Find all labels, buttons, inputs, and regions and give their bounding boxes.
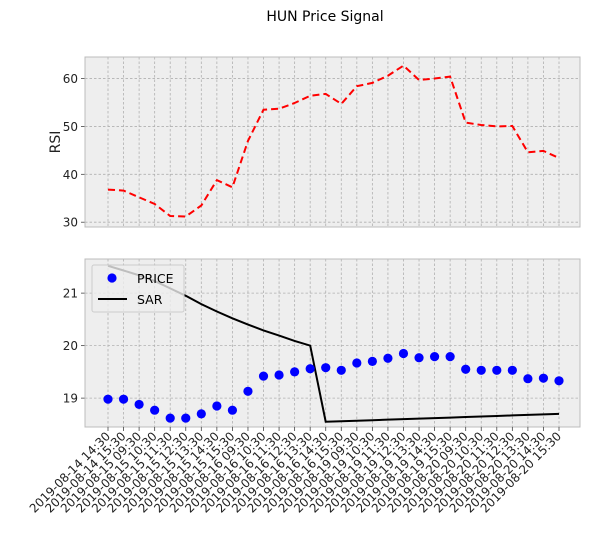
price-point — [352, 358, 362, 368]
rsi-series — [107, 64, 560, 218]
price-point — [336, 365, 346, 375]
price-point — [134, 399, 144, 410]
price-point — [492, 365, 502, 375]
price-point — [243, 386, 253, 396]
price-point — [507, 365, 517, 375]
price-point — [118, 394, 129, 404]
price-point — [290, 367, 300, 377]
price-point — [227, 405, 238, 415]
price-frame — [84, 258, 581, 428]
price-y-ticks: 19 20 21 — [63, 287, 85, 406]
price-point — [445, 352, 455, 362]
rsi-line — [107, 64, 560, 218]
legend: PRICE SAR — [91, 264, 185, 313]
y-tick-label: 40 — [63, 168, 78, 182]
chart-title: HUN Price Signal — [266, 9, 383, 25]
legend-sar-label: SAR — [137, 292, 163, 307]
price-point — [103, 394, 113, 404]
price-point — [274, 370, 284, 380]
y-tick-label: 20 — [63, 339, 78, 353]
y-tick-label: 60 — [63, 72, 78, 86]
price-point — [398, 348, 409, 359]
price-point — [165, 413, 175, 423]
y-tick-label: 30 — [63, 216, 78, 230]
legend-price-marker — [107, 273, 117, 283]
price-point — [461, 364, 471, 374]
price-point — [212, 401, 222, 411]
y-tick-label: 21 — [63, 287, 78, 301]
rsi-axis-label: RSI — [48, 131, 64, 154]
price-point — [554, 376, 564, 386]
price-point — [523, 374, 533, 384]
price-point — [476, 365, 486, 375]
price-point — [196, 409, 206, 419]
rsi-plot-area — [85, 57, 580, 227]
rsi-frame — [84, 56, 581, 228]
y-tick-label: 19 — [63, 392, 78, 406]
rsi-grid — [85, 57, 580, 227]
price-point — [258, 371, 269, 381]
price-point — [414, 353, 424, 363]
price-point — [321, 363, 331, 373]
rsi-y-ticks: 30 40 50 60 — [63, 72, 85, 230]
legend-price-label: PRICE — [137, 271, 174, 286]
price-point — [305, 364, 315, 374]
y-tick-label: 50 — [63, 120, 78, 134]
price-point — [181, 413, 191, 423]
rsi-panel: 30 40 50 60 RSI — [48, 56, 581, 230]
price-point — [383, 353, 393, 363]
price-point — [150, 405, 160, 415]
price-point — [367, 356, 377, 366]
price-point — [429, 352, 440, 362]
price-point — [538, 373, 549, 383]
